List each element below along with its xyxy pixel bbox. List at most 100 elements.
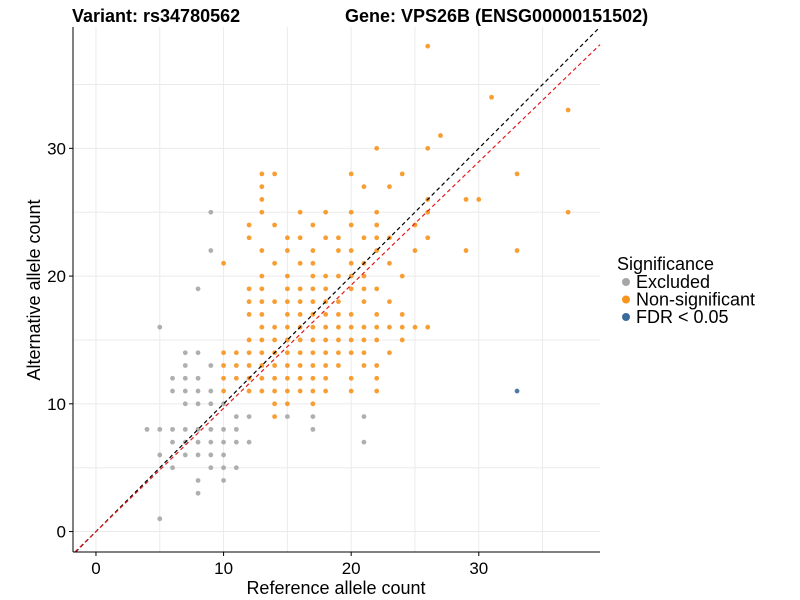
data-point	[259, 324, 265, 330]
data-point	[157, 516, 163, 522]
data-point	[246, 350, 252, 356]
data-point	[323, 324, 329, 330]
data-point	[336, 350, 341, 356]
plot-area: 0 10 20 30 0 10 20 30	[47, 26, 601, 578]
data-point	[297, 375, 303, 381]
data-point	[246, 414, 252, 419]
data-point	[195, 478, 201, 483]
data-point	[310, 260, 316, 266]
data-point	[259, 286, 265, 292]
data-point	[272, 324, 278, 330]
data-point	[297, 209, 303, 215]
data-point	[348, 337, 354, 343]
data-point	[336, 235, 341, 241]
data-point	[310, 337, 316, 343]
data-point	[425, 43, 431, 49]
data-point	[246, 337, 252, 343]
data-point	[284, 401, 290, 407]
y-axis-label: Alternative allele count	[24, 199, 44, 380]
data-point	[259, 171, 265, 177]
data-point	[221, 350, 226, 356]
data-point	[284, 286, 290, 292]
data-point	[310, 388, 316, 394]
legend-swatch-fdr-0-05	[622, 313, 630, 321]
y-tick-label: 20	[47, 267, 66, 286]
data-point	[272, 363, 278, 368]
data-point	[323, 235, 329, 241]
data-point	[208, 465, 214, 471]
x-tick-label: 20	[342, 559, 361, 578]
data-point	[246, 312, 252, 317]
data-point	[425, 235, 431, 241]
data-point	[259, 184, 265, 190]
data-point	[221, 426, 226, 432]
data-point	[348, 209, 354, 215]
data-point	[259, 388, 265, 394]
data-point	[348, 171, 354, 177]
data-point	[272, 388, 278, 394]
x-axis-ticks: 0 10 20 30	[91, 552, 488, 578]
data-point	[246, 235, 252, 241]
reference-lines	[74, 26, 601, 553]
data-point	[323, 350, 329, 356]
data-point	[284, 235, 290, 241]
data-point	[399, 312, 405, 317]
data-point	[297, 260, 303, 266]
data-point	[208, 248, 214, 253]
data-point	[348, 260, 354, 266]
data-point	[310, 286, 316, 292]
data-point	[399, 324, 405, 330]
data-point	[259, 350, 265, 356]
data-point	[336, 312, 341, 317]
data-point	[387, 324, 392, 330]
data-point	[310, 426, 316, 432]
x-tick-label: 10	[214, 559, 233, 578]
data-point	[412, 248, 418, 253]
data-point	[195, 452, 201, 458]
data-point	[348, 375, 354, 381]
data-point	[246, 299, 252, 305]
data-point	[259, 299, 265, 305]
x-tick-label: 30	[469, 559, 488, 578]
data-point	[348, 286, 354, 292]
data-point	[208, 363, 214, 368]
data-point	[514, 248, 520, 253]
data-point	[170, 465, 175, 471]
data-point	[195, 439, 201, 445]
data-point	[374, 375, 380, 381]
data-point	[221, 439, 226, 445]
data-point	[157, 324, 163, 330]
y-tick-label: 30	[47, 139, 66, 158]
data-point	[170, 426, 175, 432]
data-point	[323, 337, 329, 343]
data-point	[310, 222, 316, 228]
data-point	[195, 401, 201, 407]
data-point	[323, 312, 329, 317]
data-point	[170, 388, 175, 394]
data-point	[182, 375, 188, 381]
data-point	[374, 145, 380, 151]
data-point	[374, 222, 380, 228]
data-point	[272, 401, 278, 407]
data-point	[399, 337, 405, 343]
data-point	[259, 197, 265, 202]
data-point	[348, 324, 354, 330]
data-point	[336, 363, 341, 368]
data-point	[221, 465, 226, 471]
data-point	[310, 350, 316, 356]
data-point	[182, 363, 188, 368]
fit-line	[74, 44, 601, 553]
data-point	[233, 439, 239, 445]
data-point	[259, 312, 265, 317]
data-point	[361, 286, 367, 292]
data-point	[361, 235, 367, 241]
data-point	[297, 350, 303, 356]
data-point	[463, 248, 469, 253]
data-point	[208, 388, 214, 394]
data-point	[374, 388, 380, 394]
data-point	[374, 312, 380, 317]
data-point	[425, 209, 431, 215]
data-point	[297, 337, 303, 343]
data-point	[233, 426, 239, 432]
data-point	[374, 286, 380, 292]
